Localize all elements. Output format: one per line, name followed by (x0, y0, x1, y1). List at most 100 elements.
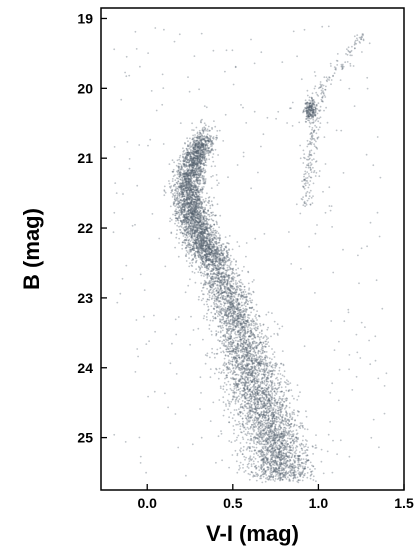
data-point-155 (182, 209, 185, 212)
data-point-3357 (225, 319, 228, 322)
data-point-493 (196, 144, 198, 147)
data-point-1035 (278, 436, 281, 439)
data-point-897 (186, 189, 189, 192)
data-point-243 (219, 262, 222, 265)
data-points (112, 25, 388, 484)
data-point-122 (236, 452, 239, 455)
data-point-3383 (204, 161, 207, 164)
data-point-4405 (211, 275, 214, 278)
data-point-67 (277, 425, 280, 428)
data-point-1010 (294, 477, 297, 479)
data-point-791 (213, 264, 216, 267)
data-point-787 (273, 441, 276, 443)
data-point-835 (175, 233, 178, 236)
data-point-980 (201, 244, 204, 247)
data-point-403 (200, 392, 202, 394)
data-point-177 (187, 182, 190, 184)
data-point-1245 (242, 358, 245, 361)
data-point-987 (241, 346, 244, 349)
data-point-1067 (263, 414, 265, 416)
data-point-3111 (253, 462, 255, 465)
data-point-463 (288, 419, 291, 422)
data-point-129 (304, 467, 306, 470)
data-point-1033 (250, 381, 253, 384)
data-point-4902 (171, 178, 174, 180)
data-point-2820 (239, 387, 242, 390)
data-point-75 (195, 157, 197, 160)
data-point-1179 (212, 319, 214, 322)
data-point-956 (196, 155, 199, 158)
data-point-97 (199, 231, 202, 234)
data-point-412 (188, 230, 190, 233)
data-point-4459 (204, 197, 207, 200)
data-point-457 (240, 403, 243, 405)
data-point-4014 (255, 342, 258, 344)
data-point-428 (272, 460, 275, 463)
data-point-1084 (213, 245, 216, 247)
data-point-712 (238, 356, 241, 359)
data-point-1548 (189, 137, 191, 140)
data-point-1123 (202, 215, 205, 218)
data-point-2339 (214, 282, 217, 285)
data-point-3734 (287, 476, 289, 479)
data-point-1295 (232, 299, 235, 301)
data-point-4821 (236, 373, 238, 376)
data-point-4452 (238, 280, 241, 283)
data-point-101 (270, 390, 272, 392)
data-point-550 (197, 152, 200, 155)
data-point-4125 (181, 247, 184, 250)
data-point-216 (240, 281, 243, 284)
data-point-3416 (282, 447, 284, 450)
data-point-131 (216, 265, 219, 268)
data-point-2133 (222, 401, 225, 404)
data-point-482 (212, 231, 214, 234)
data-point-4002 (249, 400, 252, 403)
data-point-4431 (295, 445, 298, 447)
data-point-1405 (249, 442, 251, 445)
data-point-924 (257, 335, 260, 338)
data-point-390 (306, 476, 309, 479)
data-point-443 (193, 208, 195, 211)
data-point-855 (229, 292, 232, 294)
data-point-3344 (179, 163, 182, 165)
data-point-3265 (233, 414, 235, 416)
data-point-1726 (207, 130, 209, 132)
data-point-195 (232, 320, 234, 323)
data-point-821 (183, 206, 186, 209)
data-point-311 (179, 186, 182, 189)
data-point-814 (287, 383, 290, 386)
data-point-1069 (194, 230, 196, 233)
data-point-745 (197, 221, 200, 224)
data-point-4872 (245, 405, 248, 408)
data-point-600 (269, 406, 272, 408)
data-point-450 (231, 305, 234, 308)
data-point-764 (189, 232, 192, 235)
data-point-3101 (265, 384, 267, 387)
data-point-1113 (250, 301, 252, 304)
data-point-1242 (196, 211, 199, 214)
data-point-3581 (205, 282, 208, 284)
data-point-4628 (211, 277, 214, 280)
data-point-308 (227, 279, 230, 282)
data-point-4806 (212, 234, 215, 236)
data-point-546 (202, 151, 205, 154)
data-point-229 (190, 187, 192, 190)
data-point-4017 (252, 401, 255, 404)
data-point-761 (274, 462, 277, 465)
data-point-1046 (219, 258, 221, 260)
data-point-330 (228, 295, 230, 298)
data-point-591 (230, 294, 233, 296)
data-point-4708 (183, 200, 186, 203)
data-point-1209 (196, 244, 198, 247)
data-point-1910 (228, 235, 231, 237)
data-point-1265 (205, 251, 207, 254)
data-point-300 (266, 419, 269, 422)
data-point-4801 (203, 270, 206, 273)
data-point-280 (248, 417, 250, 420)
data-point-4380 (213, 372, 216, 375)
data-point-608 (186, 230, 189, 233)
data-point-247 (236, 322, 239, 325)
data-point-869 (180, 211, 183, 214)
data-point-2381 (199, 202, 201, 205)
data-point-722 (189, 169, 192, 172)
